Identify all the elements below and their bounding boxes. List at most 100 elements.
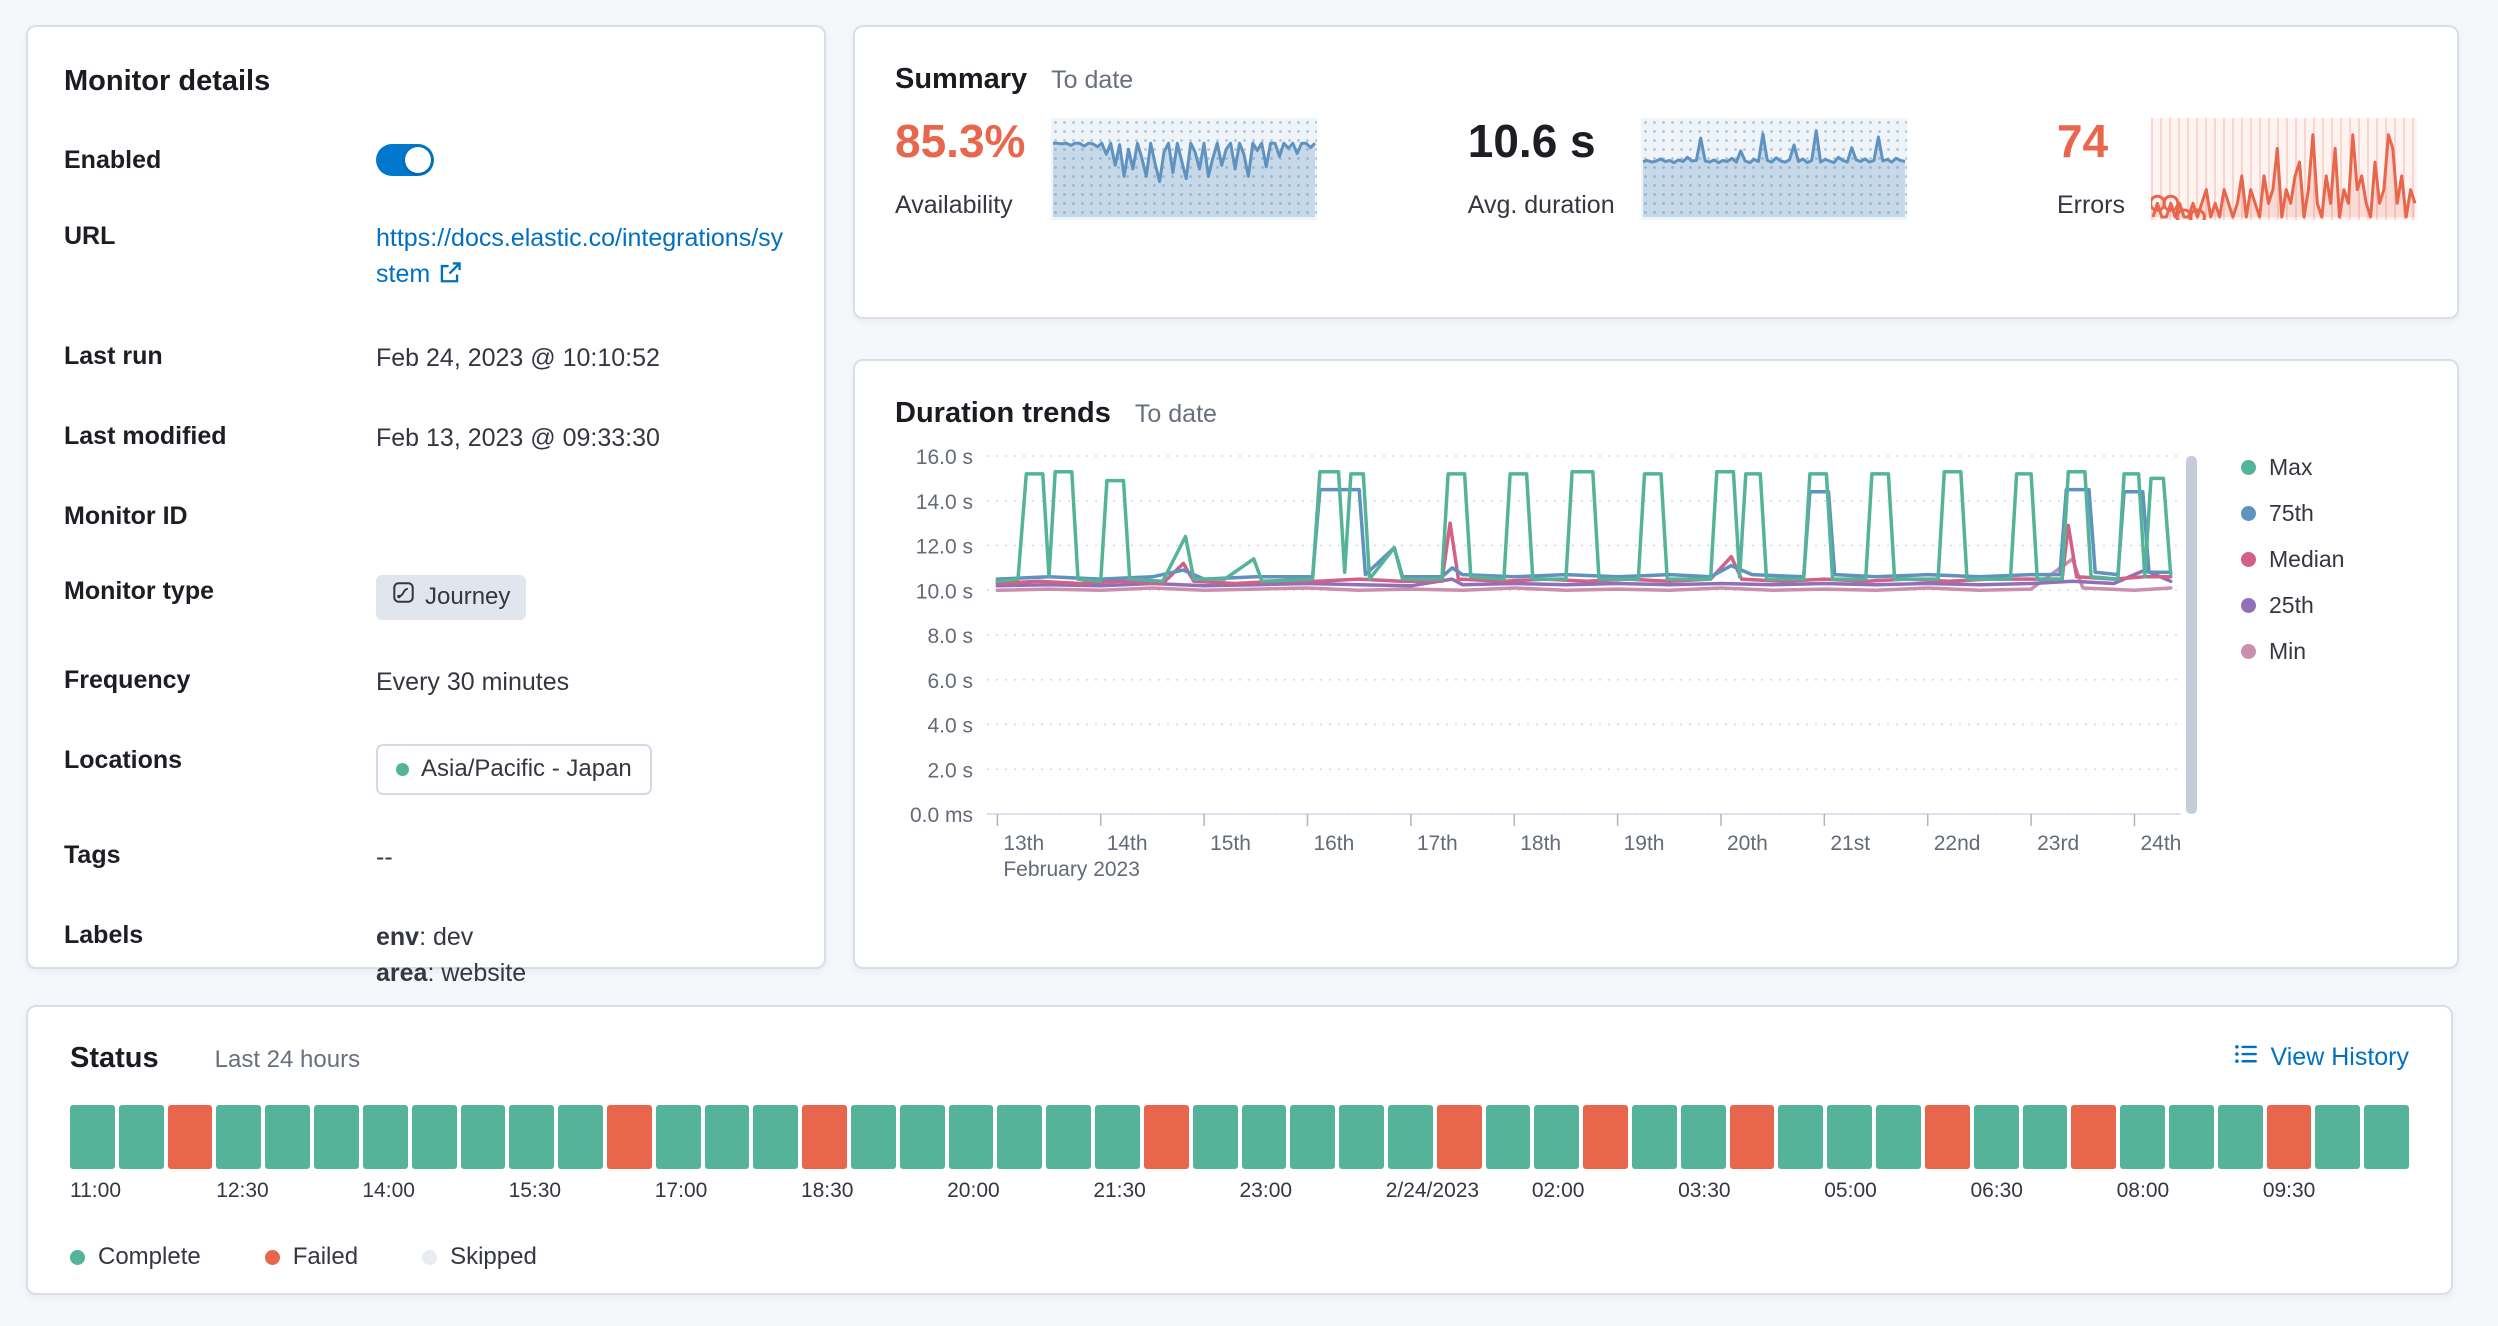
status-block-failed[interactable] [1436, 1105, 1482, 1169]
status-block-complete[interactable] [1534, 1105, 1580, 1169]
status-block-complete[interactable] [1290, 1105, 1336, 1169]
trend-legend-item-median[interactable]: Median [2241, 546, 2417, 573]
status-block-complete[interactable] [314, 1105, 359, 1169]
status-block-complete[interactable] [2120, 1105, 2165, 1169]
avg-duration-value: 10.6 s [1467, 115, 1596, 167]
status-block-complete[interactable] [2217, 1105, 2263, 1169]
svg-text:0.0 ms: 0.0 ms [910, 804, 973, 827]
status-block-failed[interactable] [606, 1105, 652, 1169]
status-legend-item-skipped: Skipped [422, 1243, 537, 1271]
status-block-complete[interactable] [1876, 1105, 1921, 1169]
status-block-failed[interactable] [167, 1105, 213, 1169]
status-block-failed[interactable] [1924, 1105, 1970, 1169]
status-block-failed[interactable] [1729, 1105, 1775, 1169]
status-axis-label: 11:00 [70, 1179, 121, 1202]
status-block-complete[interactable] [1680, 1105, 1726, 1169]
status-block-failed[interactable] [1583, 1105, 1628, 1169]
status-block-complete[interactable] [1241, 1105, 1287, 1169]
status-block-complete[interactable] [2022, 1105, 2068, 1169]
status-block-complete[interactable] [1827, 1105, 1873, 1169]
status-block-complete[interactable] [265, 1105, 311, 1169]
svg-text:February 2023: February 2023 [1003, 858, 1140, 881]
avg-duration-metric: 10.6 s Avg. duration [1468, 118, 1907, 220]
labels-label: Labels [64, 921, 144, 950]
legend-label: Failed [292, 1243, 359, 1270]
svg-text:24th: 24th [2140, 832, 2181, 855]
svg-text:19th: 19th [1624, 832, 1665, 855]
external-link-icon [438, 259, 463, 295]
summary-title: Summary [895, 63, 1028, 95]
tags-value: -- [376, 842, 393, 871]
status-block-complete[interactable] [118, 1105, 164, 1169]
status-block-complete[interactable] [362, 1105, 408, 1169]
status-block-complete[interactable] [1387, 1105, 1433, 1169]
view-history-link[interactable]: View History [2233, 1041, 2409, 1074]
status-blocks [70, 1105, 2409, 1169]
status-axis-label: 15:30 [508, 1179, 562, 1202]
errors-metric: 74 Errors [2057, 118, 2417, 220]
svg-text:2.0 s: 2.0 s [927, 759, 973, 782]
status-block-complete[interactable] [1192, 1105, 1238, 1169]
status-block-complete[interactable] [1973, 1105, 2019, 1169]
status-block-complete[interactable] [460, 1105, 506, 1169]
status-block-failed[interactable] [2266, 1105, 2312, 1169]
legend-label: Skipped [450, 1243, 537, 1270]
status-block-complete[interactable] [948, 1105, 994, 1169]
trend-legend-item-75th[interactable]: 75th [2241, 500, 2417, 527]
status-axis-label: 18:30 [800, 1179, 854, 1202]
status-block-complete[interactable] [1095, 1105, 1140, 1169]
status-legend-item-failed: Failed [264, 1243, 359, 1271]
status-block-complete[interactable] [1339, 1105, 1384, 1169]
monitor-url-link[interactable]: https://docs.elastic.co/integrations/sys… [376, 224, 783, 288]
status-axis-label: 05:00 [1824, 1179, 1877, 1202]
svg-text:20th: 20th [1727, 832, 1768, 855]
availability-sparkline [1051, 118, 1318, 220]
status-block-complete[interactable] [1778, 1105, 1824, 1169]
trend-legend-item-25th[interactable]: 25th [2241, 592, 2417, 619]
status-axis-label: 06:30 [1970, 1179, 2023, 1202]
duration-trends-subtitle: To date [1134, 400, 1217, 428]
status-block-complete[interactable] [2364, 1105, 2409, 1169]
status-block-complete[interactable] [655, 1105, 701, 1169]
monitor-details-title: Monitor details [64, 65, 271, 97]
legend-label: 25th [2269, 592, 2314, 618]
svg-text:15th: 15th [1210, 832, 1251, 855]
label-item-area: area: website [376, 959, 527, 988]
status-axis-label: 23:00 [1239, 1179, 1293, 1202]
svg-text:13th: 13th [1003, 832, 1044, 855]
status-block-failed[interactable] [802, 1105, 847, 1169]
status-axis-label: 09:30 [2262, 1179, 2316, 1202]
trend-legend-item-min[interactable]: Min [2241, 638, 2417, 665]
legend-dot-icon [422, 1249, 438, 1265]
trend-legend-item-max[interactable]: Max [2241, 454, 2417, 481]
svg-text:18th: 18th [1520, 832, 1561, 855]
status-block-complete[interactable] [70, 1105, 115, 1169]
errors-label: Errors [2056, 191, 2125, 219]
svg-text:6.0 s: 6.0 s [927, 670, 973, 693]
status-block-complete[interactable] [899, 1105, 945, 1169]
legend-dot-icon [2241, 460, 2256, 475]
status-block-complete[interactable] [2315, 1105, 2361, 1169]
status-block-complete[interactable] [1485, 1105, 1531, 1169]
status-block-complete[interactable] [1632, 1105, 1677, 1169]
monitor-url-text: https://docs.elastic.co/integrations/sys… [376, 224, 784, 289]
legend-dot-icon [2241, 552, 2256, 567]
status-block-complete[interactable] [753, 1105, 799, 1169]
status-block-failed[interactable] [1143, 1105, 1189, 1169]
status-block-complete[interactable] [851, 1105, 896, 1169]
status-block-complete[interactable] [216, 1105, 262, 1169]
status-block-complete[interactable] [558, 1105, 603, 1169]
status-block-complete[interactable] [1046, 1105, 1092, 1169]
svg-text:8.0 s: 8.0 s [927, 625, 973, 648]
status-block-failed[interactable] [2071, 1105, 2117, 1169]
status-block-complete[interactable] [509, 1105, 555, 1169]
status-axis-label: 12:30 [216, 1179, 269, 1202]
enabled-toggle[interactable] [376, 144, 434, 176]
status-block-complete[interactable] [997, 1105, 1043, 1169]
last-run-value: Feb 24, 2023 @ 10:10:52 [376, 343, 660, 372]
last-modified-value: Feb 13, 2023 @ 09:33:30 [376, 423, 660, 452]
status-block-complete[interactable] [2168, 1105, 2214, 1169]
status-block-complete[interactable] [411, 1105, 457, 1169]
enabled-label: Enabled [64, 146, 162, 174]
status-block-complete[interactable] [704, 1105, 750, 1169]
